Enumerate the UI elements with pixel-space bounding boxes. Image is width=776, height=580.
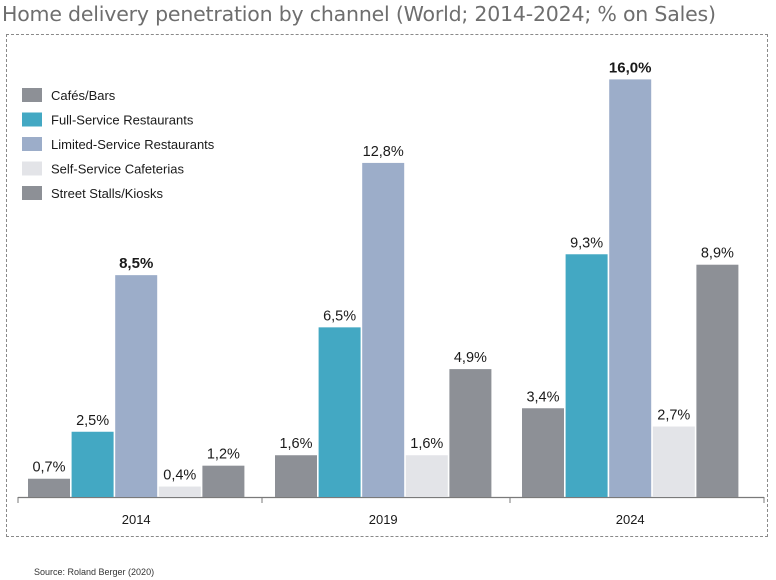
data-label: 9,3% (570, 235, 603, 251)
category-label-2014: 2014 (122, 512, 151, 527)
legend-label-4: Street Stalls/Kiosks (51, 186, 163, 201)
bar-2019-series-3 (405, 455, 448, 497)
chart-title: Home delivery penetration by channel (Wo… (2, 2, 716, 26)
bar-2024-series-0 (522, 408, 564, 497)
legend-swatch-3 (22, 161, 42, 176)
bar-2024-series-1 (565, 254, 608, 497)
legend-label-2: Limited-Service Restaurants (51, 137, 215, 152)
data-label: 1,6% (410, 436, 443, 452)
data-label: 6,5% (323, 308, 356, 324)
bar-2019-series-1 (318, 327, 361, 497)
data-label: 16,0% (609, 59, 652, 76)
bar-2014-series-4 (202, 465, 245, 497)
data-label: 1,6% (279, 436, 312, 452)
bar-2019-series-4 (449, 369, 492, 497)
data-label: 4,9% (454, 350, 487, 366)
data-label: 12,8% (363, 144, 404, 160)
bar-2024-series-4 (696, 264, 739, 497)
legend-label-1: Full-Service Restaurants (51, 113, 194, 128)
legend-swatch-1 (22, 112, 42, 127)
data-label: 0,4% (163, 468, 196, 484)
legend-swatch-2 (22, 137, 42, 151)
data-label: 8,9% (701, 246, 734, 262)
bar-2024-series-2 (609, 79, 652, 498)
data-label: 1,2% (207, 447, 240, 463)
category-label-2024: 2024 (616, 512, 645, 527)
data-label: 2,5% (76, 413, 109, 429)
data-label: 3,4% (526, 389, 559, 405)
data-label: 2,7% (657, 408, 690, 424)
bar-2014-series-3 (158, 486, 201, 497)
legend-swatch-0 (22, 88, 42, 102)
data-label: 0,7% (32, 460, 65, 476)
bar-chart: 0,7% 1,6% 3,4% 2,5% 6,5% 9,3% 8,5% 12,8% 16,0% 0,… (17, 59, 765, 527)
chart-frame (6, 34, 768, 537)
bar-2014-series-0 (28, 478, 70, 497)
legend-label-3: Self-Service Cafeterias (51, 162, 184, 177)
category-label-2019: 2019 (369, 512, 398, 527)
legend-swatch-4 (22, 186, 42, 200)
legend-label-0: Cafés/Bars (51, 88, 116, 103)
data-label: 8,5% (119, 255, 153, 272)
bar-2024-series-3 (652, 426, 695, 497)
bar-2019-series-0 (275, 455, 317, 497)
source-note: Source: Roland Berger (2020) (34, 567, 155, 577)
bar-2014-series-1 (71, 431, 114, 497)
bar-2019-series-2 (362, 162, 405, 498)
bar-2014-series-2 (115, 275, 158, 497)
